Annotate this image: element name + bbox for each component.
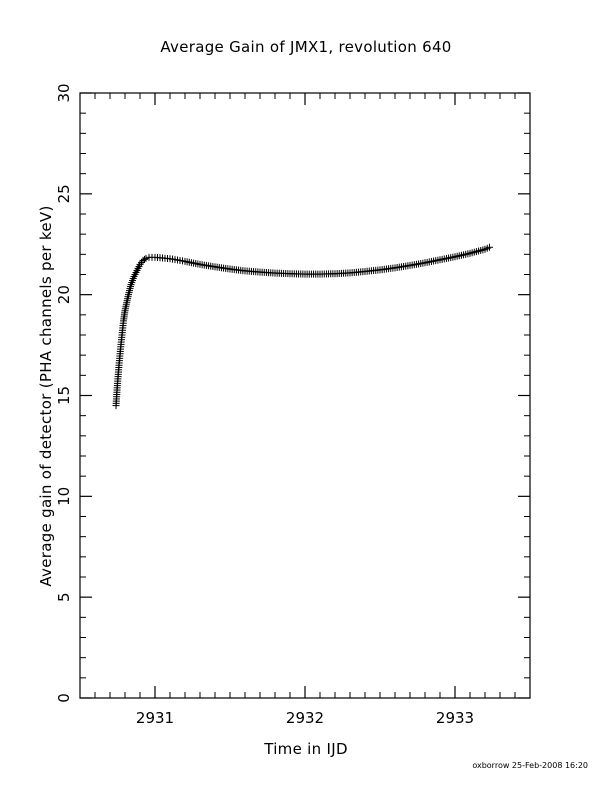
data-points bbox=[112, 243, 493, 410]
plot-frame bbox=[79, 92, 531, 699]
axis-ticks bbox=[79, 92, 531, 699]
y-tick-label: 25 bbox=[55, 184, 73, 203]
tick-labels: 2931 2932 2933 0 5 10 15 20 25 30 bbox=[55, 83, 474, 727]
data-point bbox=[141, 255, 148, 263]
y-tick-label: 5 bbox=[55, 592, 73, 602]
data-point bbox=[486, 243, 493, 251]
y-tick-label: 30 bbox=[55, 83, 73, 102]
y-tick-label: 20 bbox=[55, 285, 73, 304]
x-axis-label: Time in IJD bbox=[264, 740, 348, 758]
y-axis-label: Average gain of detector (PHA channels p… bbox=[37, 205, 55, 587]
y-tick-label: 15 bbox=[55, 386, 73, 405]
x-tick-label: 2932 bbox=[286, 709, 324, 727]
data-point bbox=[142, 254, 150, 262]
x-tick-label: 2933 bbox=[436, 709, 474, 727]
y-tick-label: 10 bbox=[55, 487, 73, 506]
footer-stamp: oxborrow 25-Feb-2008 16:20 bbox=[472, 761, 588, 770]
x-tick-label: 2931 bbox=[136, 709, 174, 727]
chart-title: Average Gain of JMX1, revolution 640 bbox=[160, 38, 452, 56]
y-tick-label: 0 bbox=[55, 693, 73, 703]
